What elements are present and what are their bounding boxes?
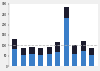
Bar — [64, 7, 69, 18]
Bar — [47, 47, 52, 54]
Bar — [47, 54, 52, 66]
Bar — [72, 54, 77, 66]
Bar — [81, 41, 86, 51]
Bar — [12, 39, 17, 49]
Bar — [29, 54, 35, 66]
Bar — [55, 52, 60, 66]
Bar — [38, 48, 43, 55]
Bar — [29, 47, 35, 54]
Bar — [72, 45, 77, 54]
Bar — [64, 18, 69, 66]
Bar — [38, 55, 43, 66]
Bar — [55, 42, 60, 52]
Bar — [12, 49, 17, 66]
Bar — [21, 55, 26, 66]
Bar — [21, 48, 26, 55]
Bar — [81, 51, 86, 66]
Bar — [89, 55, 94, 66]
Bar — [89, 48, 94, 55]
